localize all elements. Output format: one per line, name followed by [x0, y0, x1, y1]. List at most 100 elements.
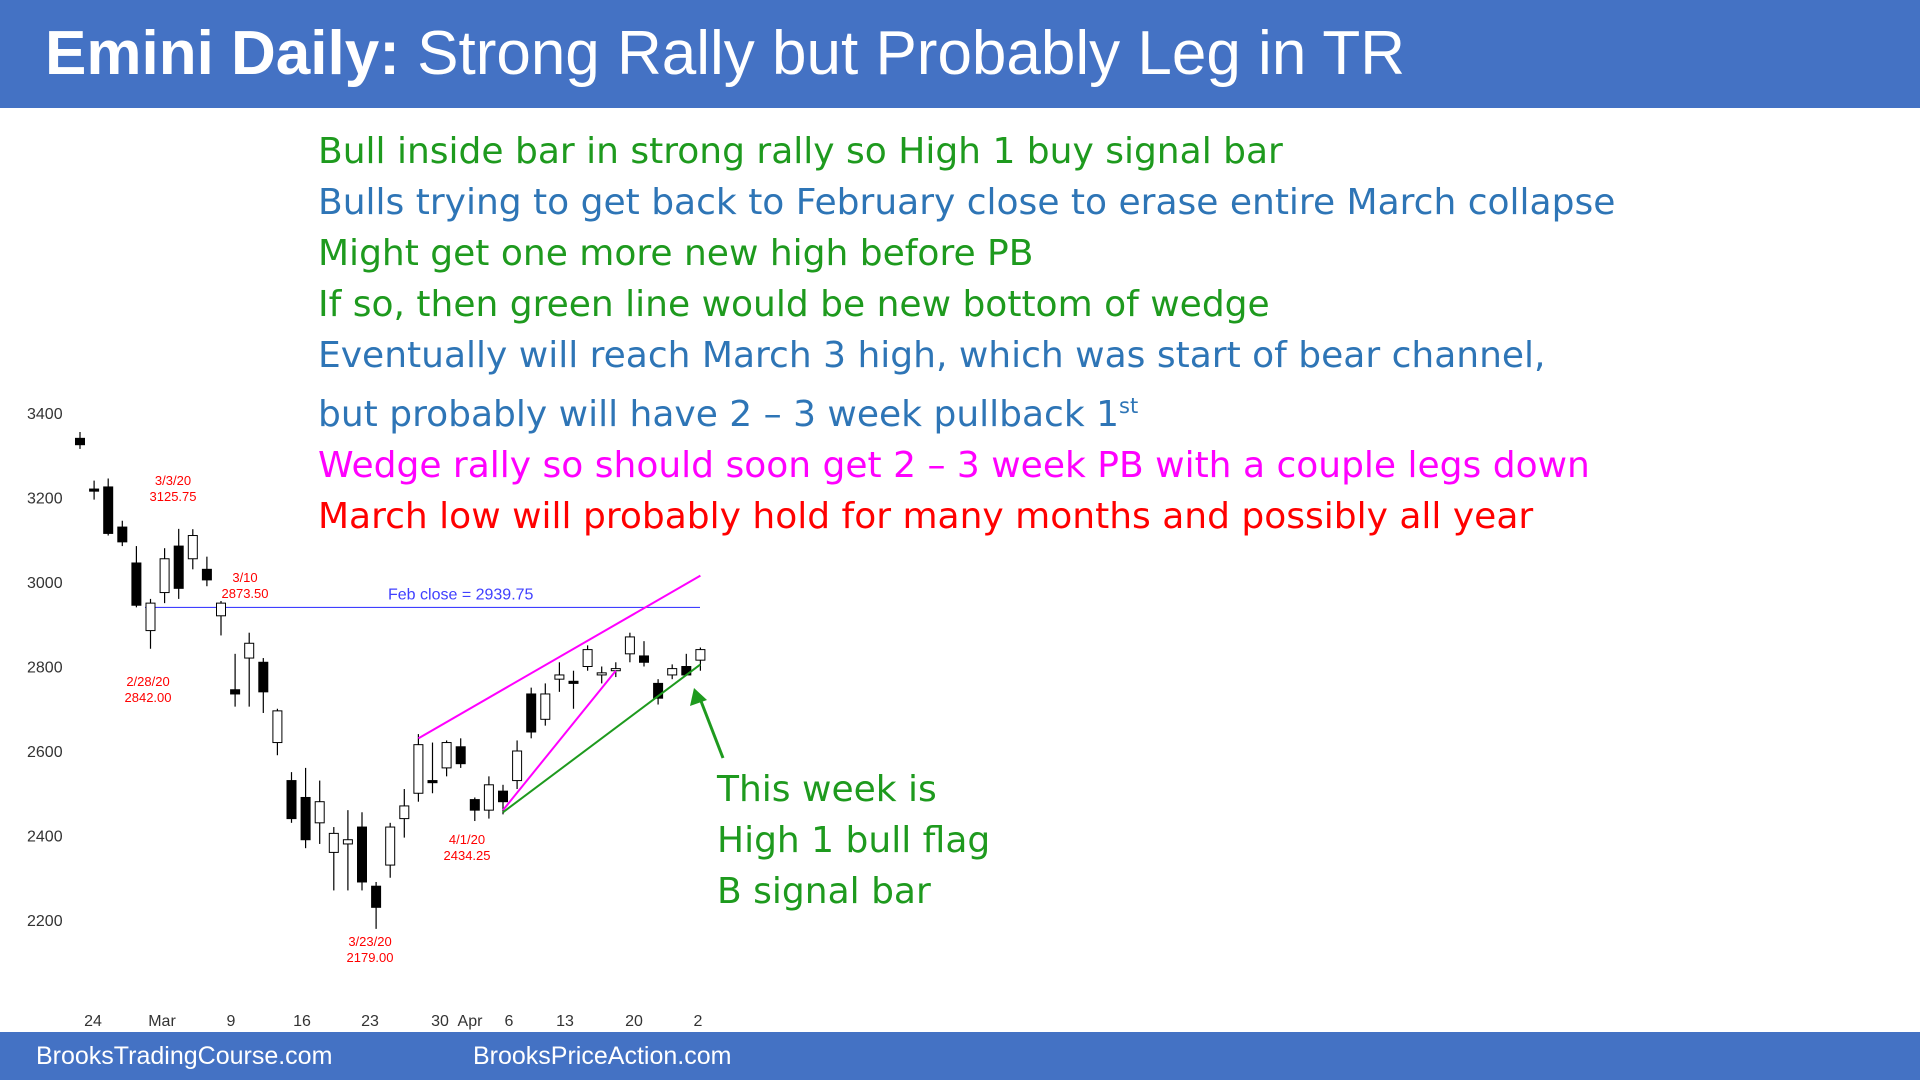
bear-candle-body	[173, 545, 184, 589]
y-tick-label: 2200	[27, 913, 63, 930]
candle	[653, 679, 664, 705]
footer-left-link[interactable]: BrooksTradingCourse.com	[36, 1042, 333, 1070]
y-tick-label: 2600	[27, 744, 63, 761]
bull-candle-body	[399, 805, 410, 820]
candle	[582, 645, 593, 671]
candle	[357, 812, 367, 891]
x-tick-label: 13	[556, 1013, 574, 1030]
candle	[371, 881, 382, 929]
bull-candle-body	[610, 668, 621, 672]
candle	[300, 767, 311, 849]
wedge-bottom-line	[502, 663, 701, 814]
callout-arrow-line	[697, 695, 725, 759]
annotation-date: 3/10	[232, 570, 257, 585]
y-tick-label: 3200	[27, 491, 63, 508]
candle	[526, 687, 537, 739]
candlestick-chart: 3400 3200 3000 2800 2600 2400 2200 24 Mar 9 16 23 30…	[27, 406, 725, 1030]
candle	[244, 632, 255, 707]
candle	[695, 647, 706, 671]
x-tick-label: 20	[625, 1013, 643, 1030]
note-text: Might get one more new high before PB	[318, 233, 1034, 274]
candle	[483, 776, 494, 819]
x-tick-label: 6	[505, 1013, 514, 1030]
note-superscript: st	[1119, 394, 1139, 418]
bear-candle-body	[357, 826, 367, 883]
annotation-date: 3/3/20	[155, 473, 191, 488]
x-tick-label: 23	[361, 1013, 379, 1030]
bear-candle-body	[230, 689, 241, 695]
y-tick-label: 2400	[27, 829, 63, 846]
candle	[258, 658, 269, 713]
bear-candle-body	[286, 780, 297, 820]
bear-candle-body	[89, 488, 100, 492]
callout-line-1: This week is	[717, 769, 937, 810]
bear-candle-body	[300, 796, 311, 841]
header-bar: Emini Daily: Strong Rally but Probably L…	[0, 0, 1920, 108]
footer-right-link[interactable]: BrooksPriceAction.com	[473, 1042, 732, 1070]
bull-candle-body	[187, 535, 198, 560]
bull-candle-body	[328, 832, 339, 853]
annotation-date: 4/1/20	[449, 832, 485, 847]
note-text: If so, then green line would be new bott…	[318, 284, 1270, 325]
bear-candle-body	[427, 780, 438, 784]
bear-candle-body	[526, 693, 537, 733]
candle	[328, 827, 339, 891]
bull-candle-body	[695, 649, 706, 661]
wedge-top-line	[417, 574, 701, 740]
bull-candle-body	[554, 674, 565, 680]
bull-candle-body	[582, 649, 593, 667]
candle	[272, 708, 283, 756]
note-line-5: Eventually will reach March 3 high, whic…	[318, 330, 1615, 381]
bear-candle-body	[568, 680, 579, 684]
x-tick-label: Apr	[458, 1013, 484, 1030]
bull-candle-body	[413, 744, 424, 794]
candle	[230, 653, 241, 707]
candle	[286, 772, 297, 823]
annotation-price: 2179.00	[347, 950, 394, 965]
callout-arrow-head	[690, 688, 707, 706]
footer-bar: BrooksTradingCourse.com BrooksPriceActio…	[0, 1032, 1920, 1080]
bull-candle-body	[667, 668, 678, 676]
annotation-date: 3/23/20	[348, 934, 391, 949]
candle	[145, 598, 156, 649]
candle	[427, 742, 438, 794]
candle	[216, 601, 226, 636]
candle	[314, 780, 325, 844]
candle	[201, 556, 212, 587]
callout-line-2: High 1 bull flag	[717, 820, 991, 861]
note-text: Bulls trying to get back to February clo…	[318, 182, 1616, 223]
callout-text: This week is High 1 bull flag B signal b…	[717, 764, 990, 917]
candle	[639, 641, 649, 667]
candle	[103, 478, 114, 536]
annotation-price: 3125.75	[150, 489, 197, 504]
note-line-4: If so, then green line would be new bott…	[318, 279, 1615, 330]
x-tick-label: 24	[84, 1013, 102, 1030]
title-rest: Strong Rally but Probably Leg in TR	[417, 19, 1406, 88]
note-line-8: March low will probably hold for many mo…	[318, 491, 1615, 542]
x-tick-label: Mar	[148, 1013, 176, 1030]
y-tick-label: 3000	[27, 575, 63, 592]
annotation-date: 2/28/20	[126, 674, 169, 689]
bear-candle-body	[498, 790, 508, 803]
bear-candle-body	[258, 661, 269, 693]
candle	[540, 683, 551, 726]
bull-candle-body	[385, 826, 396, 866]
bear-candle-body	[117, 526, 128, 543]
feb-close-label: Feb close = 2939.75	[388, 586, 534, 603]
x-tick-label: 9	[227, 1013, 236, 1030]
bear-candle-body	[455, 746, 466, 765]
candle	[469, 797, 480, 822]
page-title: Emini Daily: Strong Rally but Probably L…	[45, 18, 1405, 89]
note-line-6: but probably will have 2 – 3 week pullba…	[318, 381, 1615, 440]
minor-bull-line	[502, 670, 617, 811]
x-tick-label: 2	[694, 1013, 703, 1030]
note-line-3: Might get one more new high before PB	[318, 228, 1615, 279]
candle	[159, 548, 170, 604]
x-tick-label: 30	[431, 1013, 449, 1030]
annotation-price: 2842.00	[125, 690, 172, 705]
note-line-2: Bulls trying to get back to February clo…	[318, 177, 1615, 228]
bear-candle-body	[131, 562, 142, 606]
note-line-1: Bull inside bar in strong rally so High …	[318, 126, 1615, 177]
candle	[624, 632, 635, 663]
candle	[441, 740, 452, 777]
